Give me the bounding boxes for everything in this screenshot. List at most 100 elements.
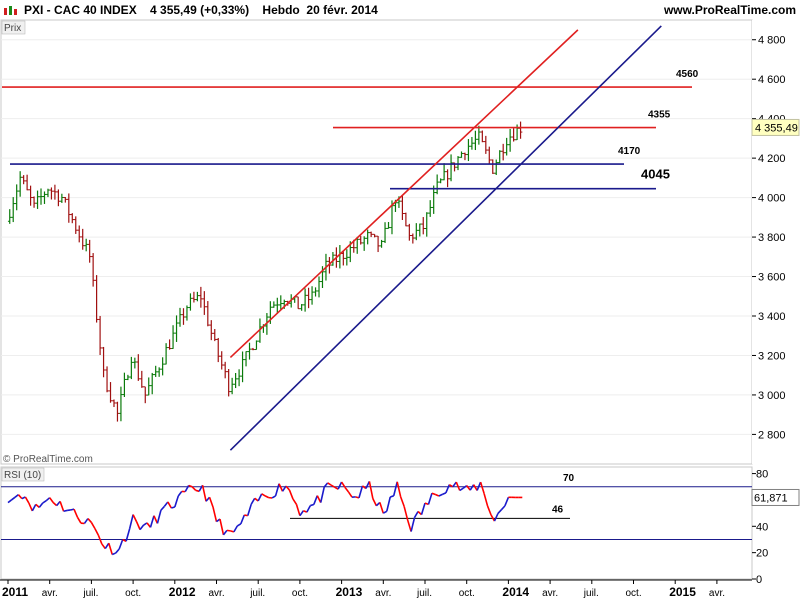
candle: [133, 357, 137, 369]
candle: [98, 315, 102, 355]
rsi-segment: [358, 485, 364, 499]
rsi-segment: [459, 487, 464, 492]
candle: [278, 295, 283, 310]
rsi-segment: [431, 492, 436, 496]
rsi-segment: [406, 519, 412, 532]
candle: [504, 137, 509, 156]
candle: [442, 163, 446, 181]
candle: [223, 361, 227, 379]
rsi-segment: [396, 481, 402, 498]
rsi-segment: [295, 504, 301, 516]
rsi-segment: [247, 503, 253, 516]
rsi-last-box: [751, 488, 800, 506]
candle: [331, 251, 335, 266]
candle: [216, 337, 221, 363]
rsi-segment: [399, 496, 405, 507]
rsi-segment: [10, 496, 16, 501]
rsi-segment: [132, 514, 138, 523]
level-label: 4045: [641, 167, 670, 182]
rsi-segment: [244, 514, 248, 517]
candle: [46, 188, 50, 198]
candle: [310, 286, 314, 305]
candle: [494, 159, 499, 175]
candle: [73, 216, 78, 234]
candle: [251, 347, 255, 351]
price-tick-label: 2 800: [758, 429, 786, 441]
rsi-series: 70 46: [1, 473, 752, 556]
rsi-segment: [403, 506, 409, 521]
candle: [244, 351, 248, 367]
rsi-segment: [184, 485, 190, 493]
rsi-segment: [486, 505, 492, 516]
candle: [7, 209, 12, 224]
rsi-segment: [392, 481, 398, 497]
rsi-segment: [59, 501, 65, 512]
candle: [171, 325, 175, 350]
candle: [400, 194, 405, 221]
rsi-segment: [28, 502, 34, 512]
rsi-segment: [171, 506, 176, 509]
trend-line: [229, 29, 579, 359]
candle: [160, 357, 165, 376]
rsi-segment: [323, 482, 329, 488]
candlesticks: [7, 121, 523, 422]
candle: [42, 191, 47, 204]
rsi-segment: [442, 492, 447, 496]
rsi-segment: [139, 524, 145, 531]
price-grid: [1, 39, 752, 435]
candle: [14, 184, 19, 211]
chart-title: PXI - CAC 40 INDEX 4 355,49 (+0,33%) Heb…: [24, 3, 378, 17]
rsi-segment: [115, 548, 120, 554]
price-tick-label: 4 800: [758, 35, 786, 47]
candle: [362, 236, 366, 251]
candle: [105, 366, 109, 393]
rsi-segment: [236, 523, 242, 527]
candle: [237, 369, 241, 387]
rsi-segment: [413, 511, 419, 518]
rsi-segment: [292, 498, 298, 505]
candle: [272, 301, 276, 308]
rsi-segment: [42, 500, 47, 504]
rsi-segment: [24, 496, 30, 504]
rsi-segment: [38, 502, 44, 508]
candle: [39, 188, 43, 205]
rsi-segment: [135, 521, 141, 530]
candle: [417, 223, 422, 237]
rsi-segment: [344, 486, 350, 493]
candle: [404, 212, 408, 227]
price-tick-label: 3 000: [758, 390, 786, 402]
rsi-segment: [83, 518, 89, 524]
rsi-segment: [104, 542, 110, 550]
rsi-segment: [21, 496, 26, 500]
candle: [313, 287, 318, 297]
candle: [466, 139, 471, 162]
x-tick-label: avr.: [542, 588, 558, 599]
rsi-segment: [222, 529, 228, 536]
rsi-segment: [271, 495, 276, 499]
candle: [202, 291, 207, 315]
x-tick-label: 2015: [669, 585, 696, 599]
rsi-segment: [504, 497, 510, 507]
rsi-segment: [274, 483, 280, 497]
rsi-segment: [90, 522, 96, 529]
rsi-segment: [389, 495, 394, 498]
candle: [428, 200, 433, 217]
site-url: www.ProRealTime.com: [663, 3, 796, 17]
rsi-segment: [153, 515, 159, 524]
candle: [487, 146, 492, 165]
prix-label: Prix: [4, 23, 21, 34]
candle: [490, 159, 495, 174]
candle: [240, 351, 245, 383]
rsi-segment: [195, 489, 200, 493]
candle: [317, 276, 321, 298]
candle: [178, 307, 182, 327]
candle: [463, 152, 467, 161]
candle: [383, 222, 387, 243]
rsi-segment: [233, 525, 239, 533]
rsi-segment: [49, 497, 54, 503]
candle: [431, 185, 436, 214]
rsi-segment: [382, 510, 388, 514]
candle: [477, 125, 481, 145]
candle: [226, 368, 231, 397]
x-tick-label: juil.: [249, 588, 265, 599]
